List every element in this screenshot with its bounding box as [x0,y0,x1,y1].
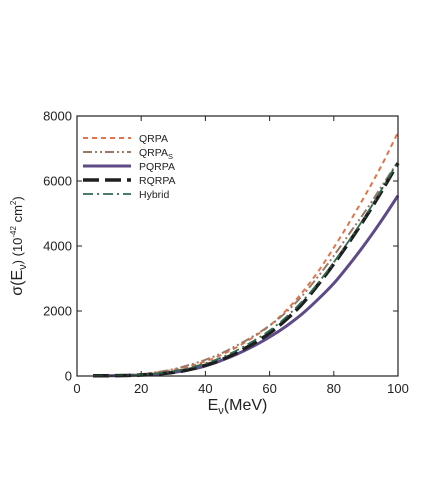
x-tick-label: 80 [327,381,341,396]
y-tick-label: 0 [65,369,72,384]
legend-label: QRPA [139,133,168,145]
y-axis-title-unit-exp: 2 [9,200,18,205]
y-tick-label: 2000 [43,304,72,319]
series-line-hybrid [92,161,399,377]
legend-label: RQRPA [139,175,176,187]
x-axis-title-unit: (MeV) [224,397,268,414]
x-axis-title-sub: ν [218,405,224,417]
y-tick-label: 6000 [43,174,72,189]
legend-label: QRPAS [139,147,173,161]
legend-label-sub: S [168,152,173,161]
x-axis-title: Eν(MeV) [208,397,268,417]
y-axis-title: σ(Eν) (10-42 cm2) [9,196,29,295]
y-axis-title-mid: ) (10 [10,238,25,265]
y-axis-ticks: 0 2000 4000 6000 8000 [43,109,398,384]
series-lines [92,131,400,378]
y-axis-title-main: σ(E [9,270,26,296]
y-axis-title-unit: cm [10,205,25,226]
x-axis-title-main: E [208,397,219,414]
legend-label: PQRPA [139,161,175,173]
x-tick-label: 20 [134,381,148,396]
x-tick-label: 40 [198,381,212,396]
y-axis-title-sub: ν [17,264,29,270]
x-tick-label: 100 [387,381,409,396]
x-axis-ticks: 0 20 40 60 80 100 [73,116,409,396]
y-axis-title-exp: -42 [9,225,18,237]
x-tick-label: 60 [262,381,276,396]
legend-label: Hybrid [139,189,170,201]
y-tick-label: 4000 [43,239,72,254]
y-tick-label: 8000 [43,109,72,124]
y-axis-title-close: ) [10,196,25,200]
plot-frame [76,115,399,377]
x-tick-label: 0 [73,381,80,396]
